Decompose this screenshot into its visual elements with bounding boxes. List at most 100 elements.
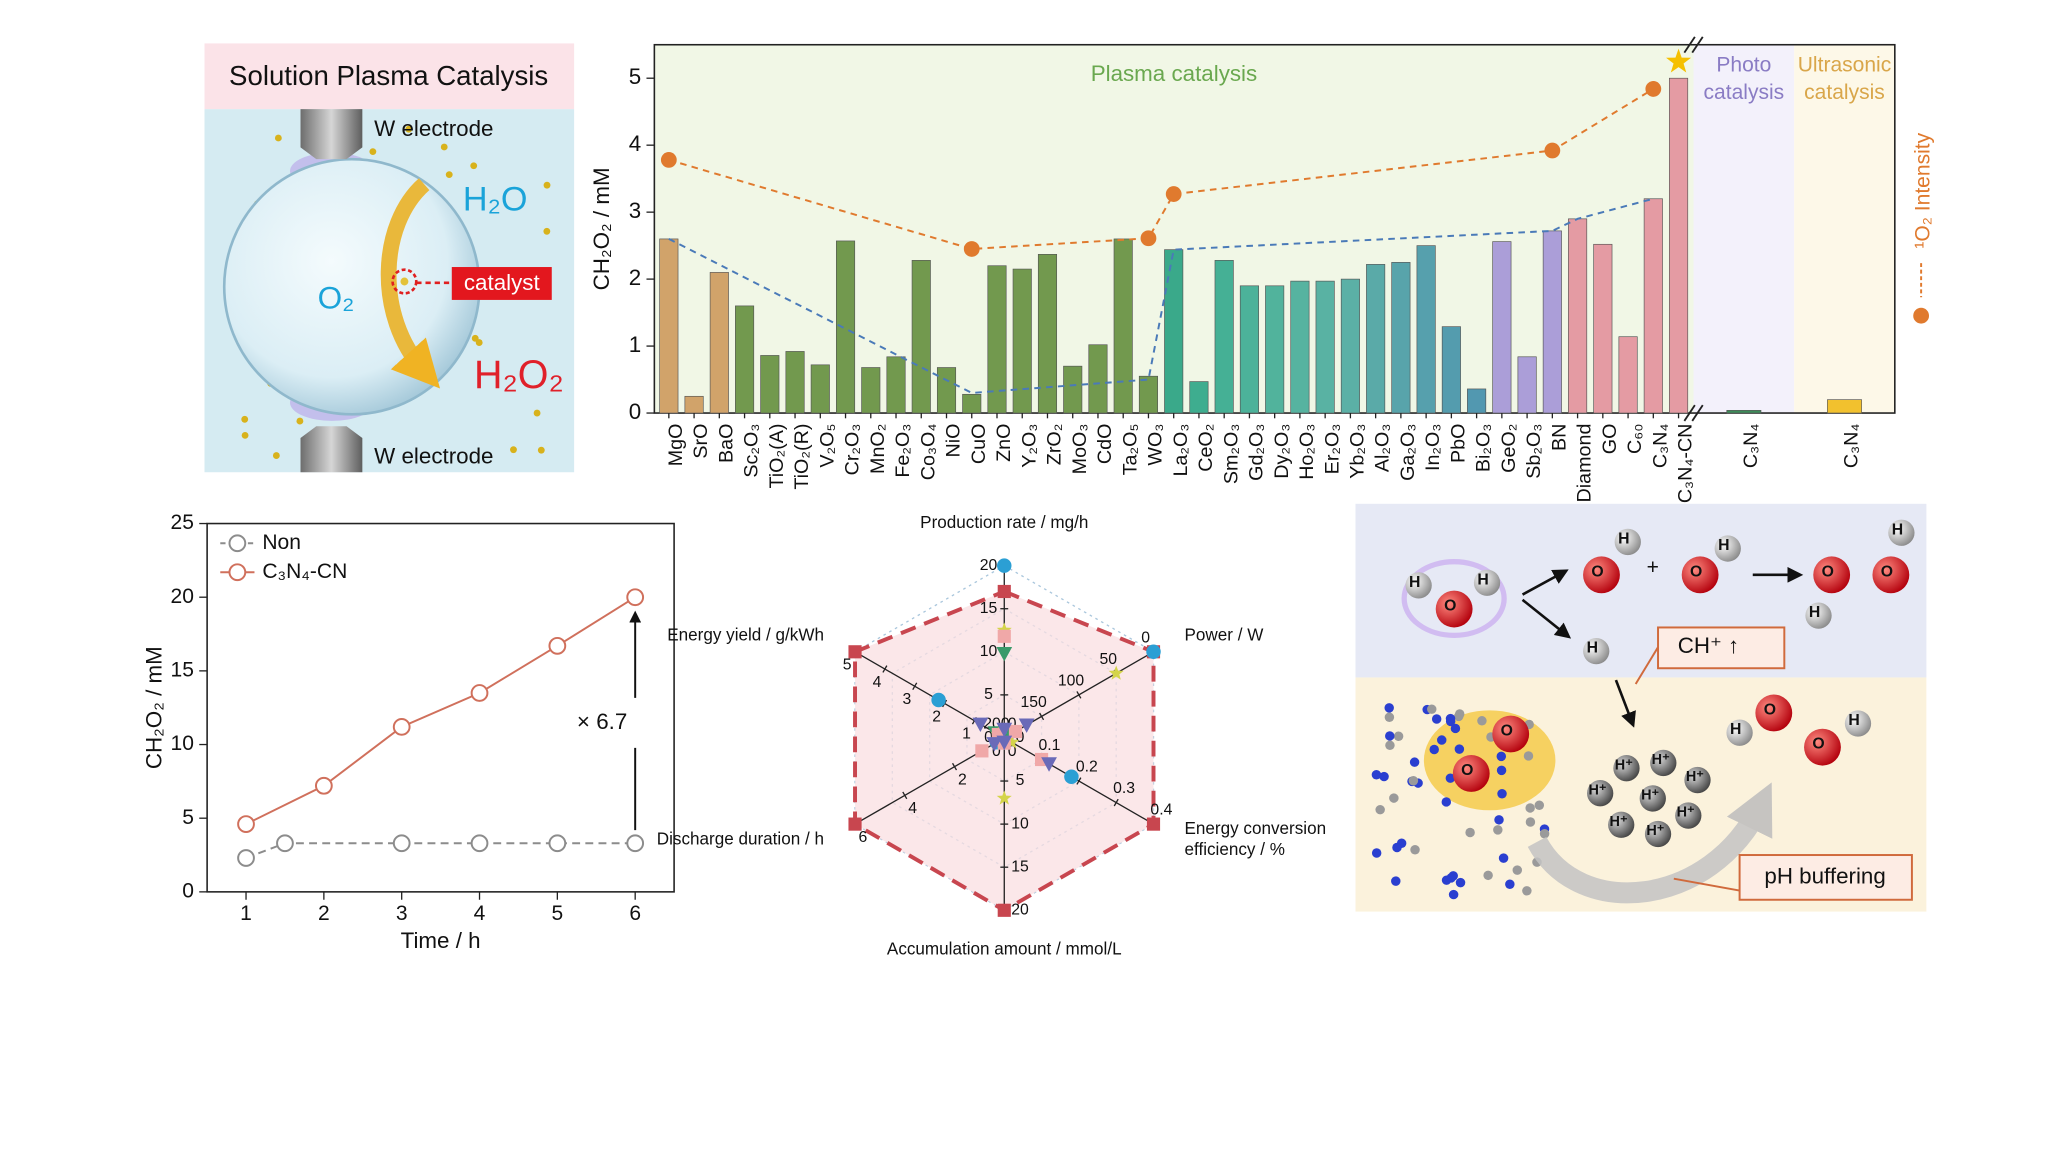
atom [1804,728,1841,766]
framework-atom [1512,865,1523,875]
bar [1340,278,1360,414]
radar-axis-label: Discharge duration / h [657,829,824,848]
bar [684,395,704,414]
bar [1416,245,1436,414]
radar-axis-label: Accumulation amount / mmol/L [887,939,1122,958]
buffering-arrow [1527,782,1773,904]
ion [1684,766,1711,794]
bar [1164,249,1184,414]
series-point [626,588,645,607]
x-tick-label: Er₂O₃ [1321,424,1343,475]
y-tick-label: 25 [171,511,194,534]
arrow [1521,569,1569,596]
trend-point [963,241,980,257]
x-tick-label: GO [1599,424,1621,455]
atom-label: O [1881,563,1893,580]
bar [911,260,931,414]
radar-axis-label: Energy conversion [1185,819,1327,838]
framework-atom [1437,735,1447,745]
atom [1726,719,1753,746]
radar-point [848,817,862,831]
annotation: × 6.7 [577,709,627,734]
framework-atom [1496,765,1507,776]
radar-tick-label: 1 [962,726,971,743]
legend-label: C₃N₄-CN [262,560,347,583]
framework-atom [1498,853,1509,863]
x-tick-label: MoO₃ [1069,424,1091,475]
particle [543,181,551,189]
atom-label: H [1477,571,1488,588]
x-tick-label: Al₂O₃ [1372,424,1394,473]
series-point [392,834,411,853]
series-point [237,849,255,867]
radar-tick-label: 3 [902,691,911,708]
radar-tick-label: 2 [932,708,941,725]
ion-label: H⁺ [1615,757,1633,773]
framework-atom [1441,797,1452,807]
radar-point [996,646,1013,662]
radar-point [848,645,862,659]
series-point [548,834,567,853]
framework-atom [1427,704,1437,714]
x-tick-label: Gd₂O₃ [1246,424,1268,481]
radar-axis-label: Production rate / mg/h [920,513,1088,532]
atom [1714,535,1741,562]
x-tick-label: MgO [665,424,687,467]
x-tick-label: C₃N₄ [1649,424,1671,469]
x-tick-label: BaO [715,424,737,463]
radar-tick [1039,712,1045,721]
x-tick-label: Ho₂O₃ [1296,424,1318,480]
bar [1618,336,1638,414]
x-tick-label: Dy₂O₃ [1271,424,1293,479]
atom [1755,694,1793,732]
bar [1113,238,1133,414]
bar [1391,262,1411,414]
atom [1405,572,1432,599]
framework-atom [1445,773,1456,783]
framework-atom [1392,842,1402,853]
x-tick-label: Sb₂O₃ [1523,424,1545,479]
bar [886,356,906,414]
atom [1681,556,1719,594]
bar [1214,260,1234,414]
radar-point [1146,817,1161,831]
x-tick-label: GeO₂ [1498,424,1520,473]
x-tick-label: C₃N₄ [1841,424,1863,469]
ion [1650,749,1677,777]
radar-point [1146,644,1161,660]
bar [1315,280,1335,414]
framework-atom [1408,775,1419,786]
atom-label: O [1812,736,1824,753]
x-tick-label: Ga₂O₃ [1397,424,1419,481]
framework-atom [1453,711,1464,722]
particle [537,446,545,454]
radar-tick-label: 15 [980,600,998,617]
framework-atom [1534,800,1545,810]
atom [1583,556,1620,594]
y-axis-label: CH₂O₂ / mM [142,646,167,769]
radar-tick-label: 0 [1008,743,1017,760]
x-tick-label: La₂O₃ [1170,424,1192,477]
ion [1613,755,1640,782]
x-tick-label: C₆₀ [1624,424,1646,454]
atom-label: O [1461,762,1473,779]
ion [1639,785,1666,812]
reactant-label: H₂O [463,180,528,218]
x-tick-label: Sc₂O₃ [741,424,763,478]
series-line [245,596,636,825]
ion [1644,820,1672,848]
atom [1452,755,1490,792]
bar [760,355,780,414]
atom-label: H [1809,604,1820,621]
radar-tick-label: 20 [1011,901,1029,918]
y-tick-label: 20 [171,585,194,608]
framework-atom [1391,876,1401,886]
x-tick-label: 3 [396,902,408,925]
x-tick-label: SrO [690,424,712,459]
x-tick-label: ZrO₂ [1044,424,1066,466]
radar-tick [951,762,958,771]
axis-break [1683,36,1696,54]
